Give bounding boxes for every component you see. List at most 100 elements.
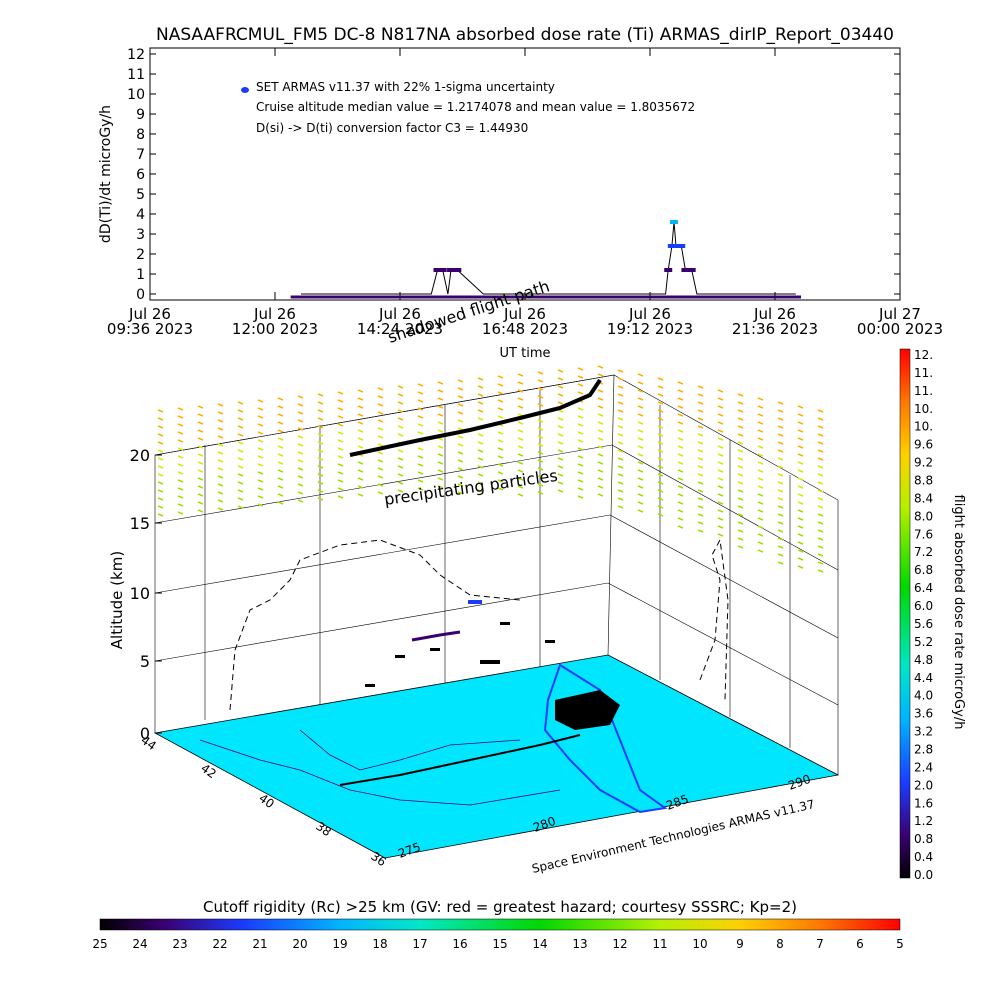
colorbar-tick-label: 6.0 [914,599,933,613]
precip-dash [677,493,684,497]
precip-dash [357,461,364,465]
precip-dash [497,463,504,467]
precip-dash [217,483,224,487]
precip-dash [557,465,564,469]
precip-dash [817,561,824,565]
precip-dash [337,487,344,491]
precip-dash [557,449,564,453]
precip-dash [737,545,744,549]
precip-dash [817,433,824,437]
precip-dash [697,433,704,437]
precip-dash [157,449,164,453]
precip-dash [697,449,704,453]
dose-point [664,268,673,272]
precip-dash [597,437,604,441]
x-tick-time: 21:36 2023 [732,320,818,338]
precip-dash [277,397,284,401]
precip-dash [377,403,384,407]
precip-dash [657,449,664,453]
precip-dash [357,397,364,401]
precip-dash [437,389,444,393]
precip-dash [397,393,404,397]
precip-dash [317,457,324,461]
rigidity-bar: Cutoff rigidity (Rc) >25 km (GV: red = g… [92,898,903,951]
precip-dash [697,417,704,421]
precip-dash [257,471,264,475]
precip-dash [597,493,604,497]
precip-dash [477,449,484,453]
precip-dash [317,409,324,413]
altitude-tick-label: 15 [130,514,150,533]
precip-dash [637,501,644,505]
precip-dash [737,465,744,469]
precip-dash [777,417,784,421]
precip-dash [817,457,824,461]
precip-dash [817,505,824,509]
rigidity-tick-label: 8 [776,937,784,951]
precip-dash [777,561,784,565]
precip-dash [637,397,644,401]
precip-dash [637,405,644,409]
precip-dash [477,377,484,381]
precip-dash [577,367,584,371]
precip-dash [377,395,384,399]
precip-dash [697,505,704,509]
precip-dash [357,445,364,449]
precip-dash [337,479,344,483]
precip-dash [697,497,704,501]
precip-dash [677,469,684,473]
conversion-factor-annotation: D(si) -> D(ti) conversion factor C3 = 1.… [256,121,528,135]
precip-dash [337,439,344,443]
precip-dash [277,445,284,449]
y-tick-label: 1 [136,267,145,283]
precip-dash [437,437,444,441]
rigidity-gradient [99,918,901,931]
precip-dash [277,413,284,417]
precip-dash [417,455,424,459]
precip-dash [257,439,264,443]
colorbar-tick-label: 7.6 [914,527,933,541]
y-tick-label: 12 [127,47,145,63]
precip-dash [637,493,644,497]
precip-dash [197,509,204,513]
precip-dash [297,427,304,431]
precip-dash [377,419,384,423]
precip-dash [757,413,764,417]
colorbar-tick-label: 8.4 [914,491,933,505]
precip-dash [577,487,584,491]
precip-dash [577,471,584,475]
precip-dash [317,489,324,493]
colorbar-tick-label: 2.8 [914,742,933,756]
precip-dash [737,513,744,517]
colorbar-tick-label: 11. [914,384,933,398]
precip-dash [337,399,344,403]
precip-dash [537,475,544,479]
precip-dash [677,413,684,417]
precip-dash [277,429,284,433]
precip-dash [257,415,264,419]
precip-dash [177,447,184,451]
precip-dash [257,463,264,467]
precip-dash [237,473,244,477]
precip-dash [217,491,224,495]
precip-dash [797,421,804,425]
precip-dash [377,443,384,447]
rigidity-tick-label: 21 [252,937,267,951]
purple-dose-segment [411,630,461,642]
precip-dash [697,465,704,469]
precip-dash [457,419,464,423]
precip-dash [417,479,424,483]
precip-dash [397,409,404,413]
precip-dash [737,417,744,421]
precip-dash [537,483,544,487]
precip-dash [737,505,744,509]
precip-dash [437,477,444,481]
precip-dash [517,381,524,385]
rigidity-tick-label: 14 [532,937,547,951]
precip-dash [377,387,384,391]
precip-dash [217,443,224,447]
precip-dash [637,477,644,481]
